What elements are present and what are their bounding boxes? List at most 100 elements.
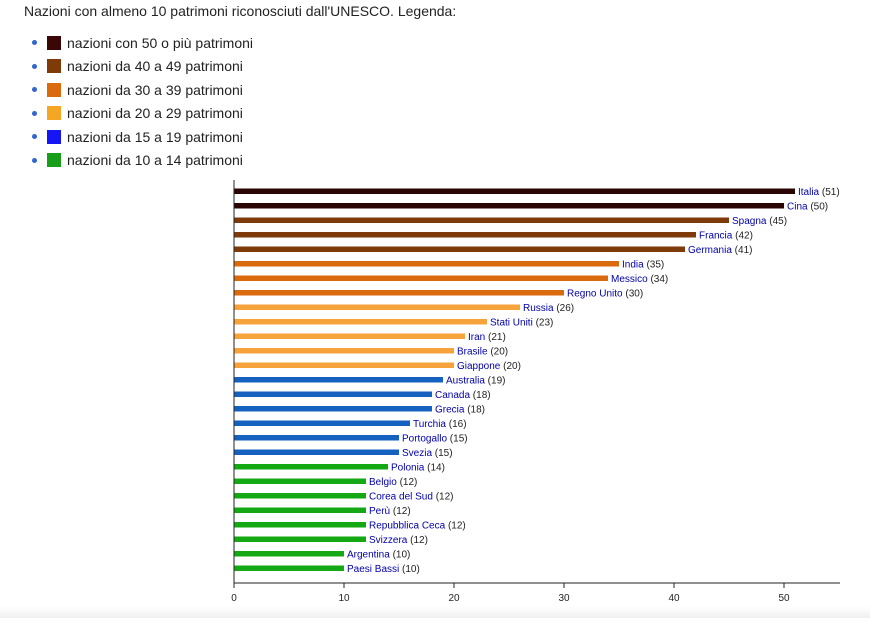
country-name[interactable]: Svizzera (369, 535, 408, 546)
chart-intro: Nazioni con almeno 10 patrimoni riconosc… (24, 3, 457, 19)
value-label: (14) (424, 462, 445, 473)
bar-label: India (35) (622, 259, 664, 270)
country-name[interactable]: Stati Uniti (490, 317, 533, 328)
value-label: (21) (485, 332, 506, 343)
country-name[interactable]: India (622, 259, 644, 270)
country-name[interactable]: Giappone (457, 361, 501, 372)
bar-label: Repubblica Ceca (12) (369, 520, 466, 531)
bullet-icon (32, 40, 37, 46)
country-name[interactable]: Canada (435, 390, 470, 401)
legend-label: nazioni da 40 a 49 patrimoni (67, 58, 243, 75)
bar-label: Polonia (14) (391, 462, 445, 473)
value-label: (20) (500, 361, 521, 372)
bar-label: Svizzera (12) (369, 535, 428, 546)
value-label: (41) (732, 245, 753, 256)
value-label: (34) (648, 274, 669, 285)
bar (234, 536, 366, 542)
bar (234, 493, 366, 499)
bottom-shadow (0, 606, 870, 618)
bar (234, 275, 608, 281)
legend-label: nazioni da 30 a 39 patrimoni (67, 81, 243, 98)
value-label: (15) (432, 448, 453, 459)
bar-label: Belgio (12) (369, 477, 417, 488)
value-label: (45) (766, 216, 787, 227)
bar-label: Brasile (20) (457, 346, 508, 357)
bar-label: Regno Unito (30) (567, 288, 643, 299)
bar (234, 232, 696, 238)
country-name[interactable]: Messico (611, 274, 648, 285)
country-name[interactable]: Francia (699, 230, 733, 241)
legend-swatch (47, 129, 61, 144)
legend-swatch (47, 59, 61, 74)
legend-item: nazioni da 30 a 39 patrimoni (26, 78, 253, 102)
country-name[interactable]: Repubblica Ceca (369, 520, 446, 531)
legend-item: nazioni con 50 o più patrimoni (26, 31, 253, 55)
bar (234, 464, 388, 470)
value-label: (16) (446, 419, 467, 430)
value-label: (10) (390, 549, 411, 560)
legend-item: nazioni da 40 a 49 patrimoni (26, 55, 253, 79)
bullet-icon (32, 110, 37, 116)
value-label: (51) (819, 187, 840, 198)
legend-swatch (47, 106, 61, 121)
bar (234, 449, 399, 455)
country-name[interactable]: Cina (787, 201, 808, 212)
country-name[interactable]: Germania (688, 245, 732, 256)
bar (234, 420, 410, 426)
bar-label: Iran (21) (468, 332, 506, 343)
bar-label: Argentina (10) (347, 549, 410, 560)
legend-item: nazioni da 10 a 14 patrimoni (26, 149, 253, 173)
legend-item: nazioni da 15 a 19 patrimoni (26, 125, 253, 149)
bar-label: Grecia (18) (435, 404, 485, 415)
legend-swatch (47, 82, 61, 97)
value-label: (12) (445, 520, 466, 531)
country-name[interactable]: Belgio (369, 477, 397, 488)
value-label: (42) (732, 230, 753, 241)
value-label: (50) (808, 201, 829, 212)
bar (234, 391, 432, 397)
bar-label: Francia (42) (699, 230, 753, 241)
country-name[interactable]: Italia (798, 187, 820, 198)
country-name[interactable]: Polonia (391, 462, 425, 473)
country-name[interactable]: Grecia (435, 404, 465, 415)
country-name[interactable]: Turchia (413, 419, 446, 430)
country-name[interactable]: Brasile (457, 346, 488, 357)
country-name[interactable]: Perù (369, 506, 390, 517)
country-name[interactable]: Paesi Bassi (347, 564, 399, 575)
country-name[interactable]: Regno Unito (567, 288, 623, 299)
bar (234, 551, 344, 557)
bar (234, 290, 564, 296)
country-name[interactable]: Russia (523, 303, 554, 314)
bar (234, 246, 685, 252)
bar-label: Messico (34) (611, 274, 668, 285)
country-name[interactable]: Portogallo (402, 433, 447, 444)
bar (234, 507, 366, 513)
value-label: (18) (464, 404, 485, 415)
legend-label: nazioni da 10 a 14 patrimoni (67, 152, 243, 169)
value-label: (10) (399, 564, 420, 575)
country-name[interactable]: Spagna (732, 216, 767, 227)
bar-label: Russia (26) (523, 303, 574, 314)
country-name[interactable]: Argentina (347, 549, 390, 560)
bar (234, 217, 729, 223)
value-label: (15) (447, 433, 468, 444)
bar-label: Italia (51) (798, 187, 840, 198)
country-name[interactable]: Iran (468, 332, 485, 343)
country-name[interactable]: Svezia (402, 448, 432, 459)
country-name[interactable]: Corea del Sud (369, 491, 433, 502)
bar (234, 565, 344, 571)
bar-label: Australia (19) (446, 375, 505, 386)
bar (234, 406, 432, 412)
bar (234, 188, 795, 194)
value-label: (23) (533, 317, 554, 328)
bar (234, 304, 520, 310)
value-label: (12) (407, 535, 428, 546)
bar-label: Perù (12) (369, 506, 411, 517)
bar (234, 261, 619, 267)
bullet-icon (32, 134, 37, 140)
country-name[interactable]: Australia (446, 375, 485, 386)
x-tick-label: 10 (338, 593, 350, 604)
legend-label: nazioni con 50 o più patrimoni (67, 34, 254, 51)
value-label: (30) (623, 288, 644, 299)
